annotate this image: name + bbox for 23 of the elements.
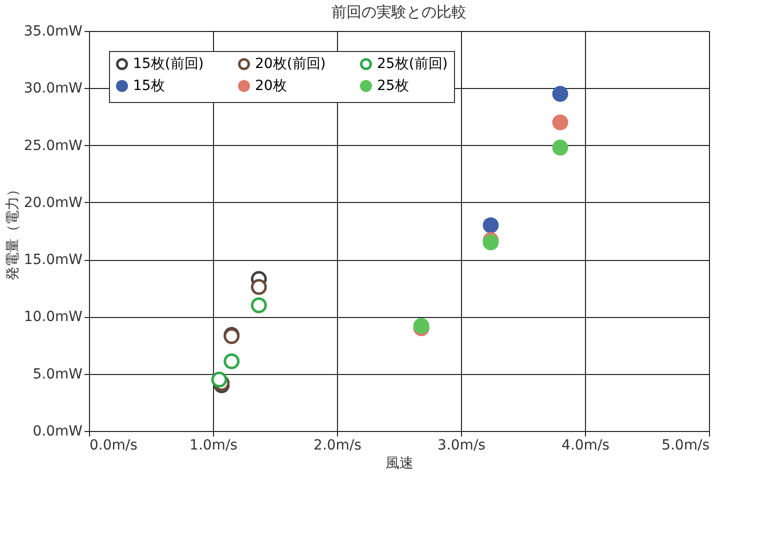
x-tick-label: 4.0m/s [562,438,610,454]
legend-label: 25枚(前回) [377,56,448,72]
x-tick-label: 1.0m/s [190,438,238,454]
y-tick-label: 10.0mW [24,309,83,326]
x-tick-label: 0.0m/s [90,438,138,454]
legend-label: 25枚 [377,78,409,94]
legend-label: 20枚(前回) [255,56,326,72]
legend-label: 15枚(前回) [133,56,204,72]
y-tick-label: 5.0mW [32,366,83,382]
legend-label: 20枚 [255,78,287,94]
y-tick-label: 30.0mW [24,80,83,97]
y-tick-label: 25.0mW [24,138,83,154]
x-tick-label: 5.0m/s [662,438,710,454]
y-tick-label: 0.0mW [32,424,83,440]
chart-title: 前回の実験との比較 [332,3,466,21]
y-tick-label: 35.0mW [24,24,83,40]
y-tick-label: 15.0mW [24,252,83,268]
x-axis-title: 風速 [386,456,414,472]
x-tick-label: 3.0m/s [438,438,486,454]
y-axis-title: 発電量（電力） [4,182,21,280]
x-tick-label: 2.0m/s [314,438,362,454]
y-tick-label: 20.0mW [24,194,83,211]
legend-label: 15枚 [133,78,165,94]
